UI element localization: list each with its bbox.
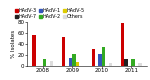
Bar	[124, 59, 128, 66]
Bar	[138, 63, 142, 66]
Y-axis label: % Isolates: % Isolates	[11, 30, 16, 58]
Bar	[62, 37, 65, 66]
Bar	[69, 58, 72, 66]
Bar	[121, 24, 124, 66]
Bar	[98, 54, 102, 66]
Bar	[72, 54, 76, 66]
Bar	[92, 49, 95, 66]
Bar	[131, 59, 135, 66]
Legend: HAdV-3, HAdV-7, HAdV-1, HAdV-2, HAdV-5, Others: HAdV-3, HAdV-7, HAdV-1, HAdV-2, HAdV-5, …	[15, 8, 85, 19]
Bar	[43, 59, 46, 66]
Bar	[76, 62, 79, 66]
Bar	[109, 63, 112, 66]
Bar	[32, 35, 36, 66]
Bar	[102, 47, 105, 66]
Bar	[50, 61, 53, 66]
